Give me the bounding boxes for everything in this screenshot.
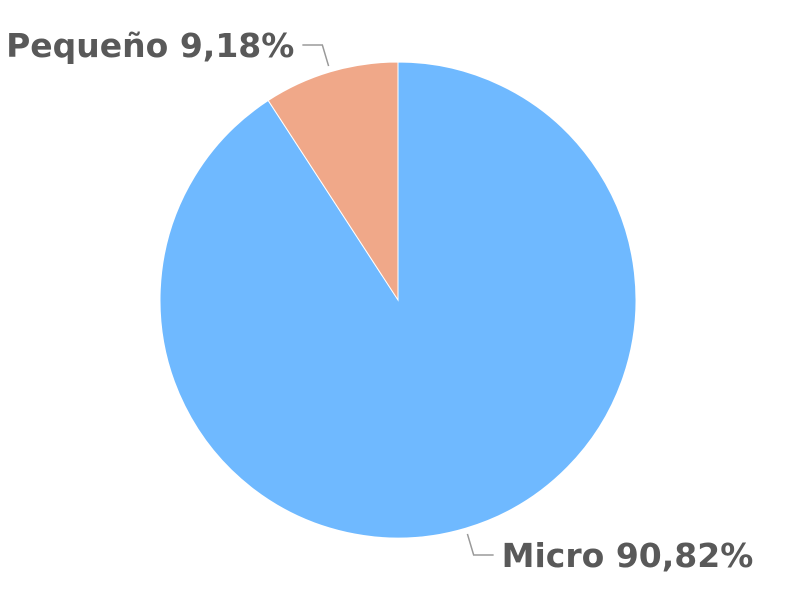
leader-line (466, 533, 494, 556)
leader-line (302, 44, 330, 67)
value-label: 9,18% (180, 25, 295, 64)
data-label: Pequeño 9,18% (6, 25, 294, 64)
pie-slice (267, 61, 399, 302)
category-label: Pequeño (6, 25, 168, 64)
value-label: 90,82% (616, 536, 753, 575)
data-label: Micro 90,82% (502, 536, 754, 575)
category-label: Micro (502, 536, 605, 575)
